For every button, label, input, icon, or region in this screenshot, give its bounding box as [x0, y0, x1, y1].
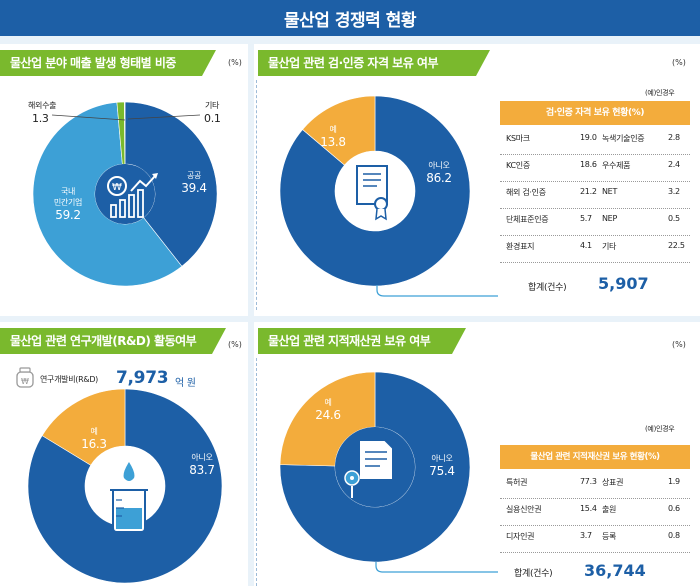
table-cell-name: 특허권 — [506, 478, 528, 487]
rnd-budget-unit: 억 원 — [175, 378, 196, 389]
table-row-divider — [500, 525, 690, 526]
table-cell-value: 2.4 — [668, 160, 680, 169]
ip-table-header: 물산업 관련 지적재산권 보유 현황(%) — [500, 445, 690, 469]
table-cell-name: 단체표준인증 — [506, 215, 549, 224]
svg-text:₩: ₩ — [112, 182, 122, 193]
table-cell-value: 0.8 — [668, 531, 680, 540]
rnd-budget-value: 7,973 — [116, 368, 169, 388]
table-cell-name: 기타 — [602, 242, 617, 251]
table-cell-name: 우수제품 — [602, 161, 631, 170]
table-cell-name: NET — [602, 187, 618, 196]
table-cell-value: 15.4 — [580, 504, 597, 513]
table-cell-name: 등록 — [602, 532, 617, 541]
table-cell-name: NEP — [602, 214, 617, 223]
beaker-icon — [110, 462, 148, 533]
table-row-divider — [500, 262, 690, 263]
label-public: 공공 39.4 — [181, 171, 207, 195]
svg-text:₩: ₩ — [21, 377, 29, 386]
value-other: 0.1 — [204, 112, 221, 125]
cert-table-header: 검·인증 자격 보유 현황(%) — [500, 101, 690, 125]
unit-sales: (%) — [228, 58, 242, 67]
cert-total-value: 5,907 — [598, 274, 649, 293]
label-cert-no: 아니오 86.2 — [426, 161, 452, 185]
label-ip-no: 아니오 75.4 — [429, 454, 455, 478]
table-cell-name: 출원 — [602, 505, 617, 514]
table-cell-value: 21.2 — [580, 187, 597, 196]
table-cell-value: 3.7 — [580, 531, 592, 540]
table-row-divider — [500, 235, 690, 236]
table-row-divider — [500, 498, 690, 499]
cert-table-note: (예)인경우 — [645, 89, 675, 97]
heading-ip: 물산업 관련 지적재산권 보유 여부 — [258, 328, 466, 354]
table-cell-value: 0.6 — [668, 504, 680, 513]
heading-rnd: 물산업 관련 연구개발(R&D) 활동여부 — [0, 328, 226, 354]
table-cell-name: 환경표지 — [506, 242, 535, 251]
cert-total-label: 합계(건수) — [528, 283, 567, 293]
label-export: 해외수출 — [28, 101, 57, 110]
table-cell-value: 4.1 — [580, 241, 592, 250]
ip-table: 물산업 관련 지적재산권 보유 현황(%) 특허권 77.3 상표권 1.9 실용신안권… — [500, 445, 690, 555]
label-private: 국내 민간기업 59.2 — [53, 187, 83, 222]
heading-cert: 물산업 관련 검·인증 자격 보유 여부 — [258, 50, 490, 76]
label-rnd-yes: 예 16.3 — [81, 427, 107, 451]
certificate-icon — [356, 165, 388, 221]
cert-table: 검·인증 자격 보유 현황(%) KS마크 19.0 녹색기술인증 2.8 KC인증 18… — [500, 101, 690, 265]
table-cell-value: 22.5 — [668, 241, 685, 250]
unit-ip: (%) — [672, 340, 686, 349]
table-cell-name: 해외 검·인증 — [506, 188, 546, 197]
money-bag-icon: ₩ — [16, 367, 34, 388]
table-cell-value: 3.2 — [668, 187, 680, 196]
title-banner: 물산업 경쟁력 현황 — [0, 0, 700, 36]
label-other: 기타 — [205, 101, 220, 110]
unit-cert: (%) — [672, 58, 686, 67]
table-cell-name: KC인증 — [506, 161, 530, 170]
table-cell-value: 77.3 — [580, 477, 597, 486]
table-cell-value: 19.0 — [580, 133, 597, 142]
patent-document-icon — [344, 439, 394, 498]
table-row-divider — [500, 181, 690, 182]
rnd-budget-label: 연구개발비(R&D) — [40, 375, 98, 384]
table-cell-value: 1.9 — [668, 477, 680, 486]
ip-table-note: (예)인경우 — [645, 425, 675, 433]
table-cell-name: 상표권 — [602, 478, 624, 487]
page-title: 물산업 경쟁력 현황 — [284, 10, 416, 31]
table-cell-name: 디자인권 — [506, 532, 535, 541]
table-cell-value: 0.5 — [668, 214, 680, 223]
revenue-icon: ₩ — [107, 173, 158, 218]
table-cell-value: 2.8 — [668, 133, 680, 142]
table-row-divider — [500, 552, 690, 553]
label-cert-yes: 예 13.8 — [320, 125, 346, 149]
table-row-divider — [500, 154, 690, 155]
table-cell-name: 녹색기술인증 — [602, 134, 645, 143]
table-cell-name: 실용신안권 — [506, 505, 542, 514]
slice-yes — [302, 95, 376, 166]
ip-total-value: 36,744 — [584, 561, 646, 580]
table-cell-value: 18.6 — [580, 160, 597, 169]
label-ip-yes: 예 24.6 — [315, 398, 341, 422]
heading-sales: 물산업 분야 매출 발생 형태별 비중 — [0, 50, 216, 76]
table-cell-value: 5.7 — [580, 214, 592, 223]
table-row-divider — [500, 208, 690, 209]
unit-rnd: (%) — [228, 340, 242, 349]
value-export: 1.3 — [32, 112, 49, 125]
label-rnd-no: 아니오 83.7 — [189, 453, 215, 477]
table-cell-name: KS마크 — [506, 134, 530, 143]
ip-total-label: 합계(건수) — [514, 569, 553, 579]
